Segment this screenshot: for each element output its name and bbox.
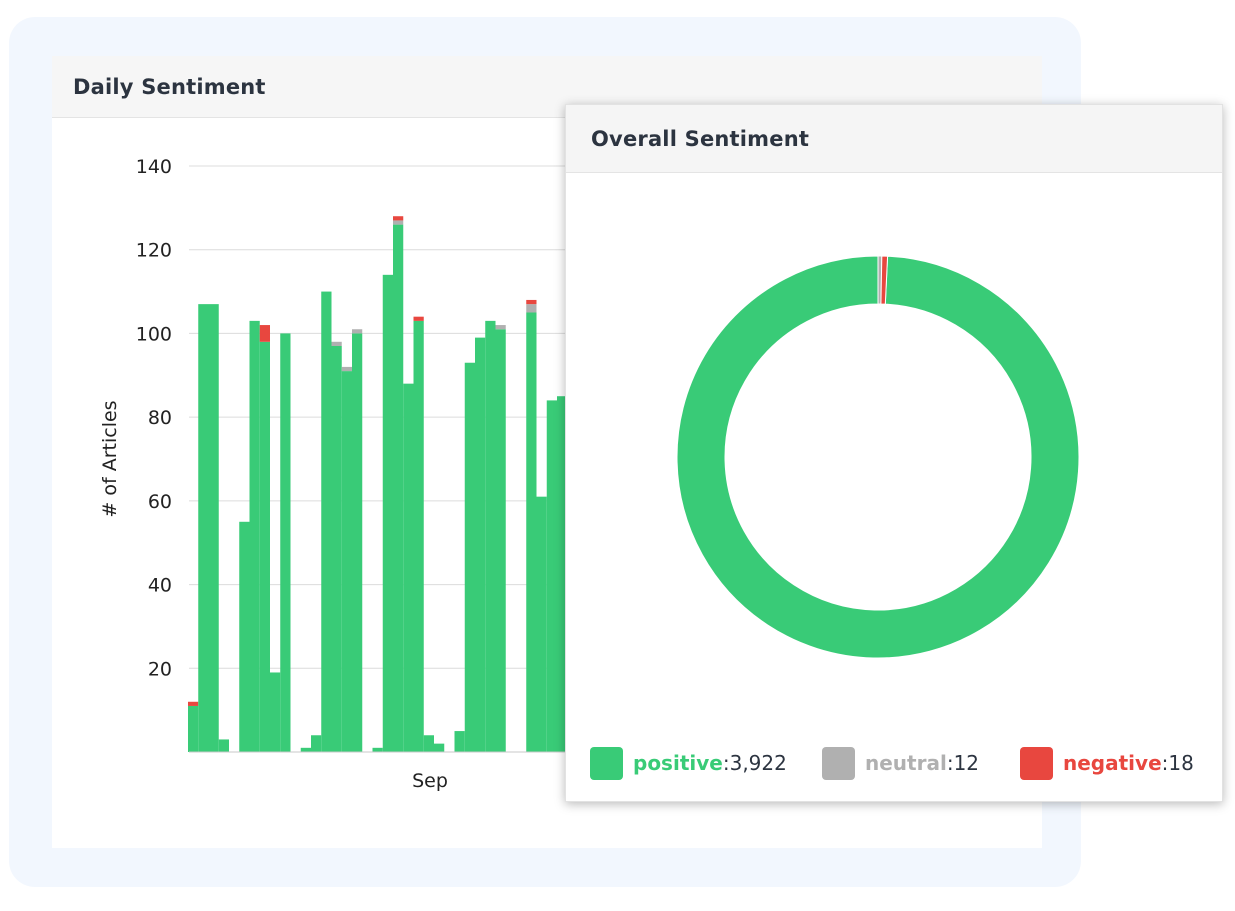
bar-positive[interactable]	[188, 705, 199, 752]
bar-positive[interactable]	[198, 304, 209, 752]
overall-sentiment-title: Overall Sentiment	[591, 126, 810, 151]
y-axis-label: # of Articles	[99, 400, 121, 517]
bar-positive[interactable]	[495, 329, 506, 752]
bar-positive[interactable]	[341, 371, 352, 752]
bar-positive[interactable]	[382, 274, 393, 752]
bar-neutral[interactable]	[341, 366, 352, 372]
bar-positive[interactable]	[239, 521, 250, 752]
legend-label-neutral: neutral	[865, 751, 947, 775]
bar-positive[interactable]	[218, 739, 229, 752]
legend-colon: :	[1161, 751, 1169, 775]
bar-positive[interactable]	[475, 337, 486, 752]
bar-positive[interactable]	[331, 345, 342, 752]
x-axis-label: Sep	[412, 770, 448, 792]
legend-label-positive: positive	[633, 751, 723, 775]
bar-positive[interactable]	[352, 333, 363, 752]
bar-negative[interactable]	[413, 316, 424, 321]
donut-legend: positive: 3,922 neutral: 12 negative: 18	[590, 745, 1200, 781]
bar-positive[interactable]	[423, 735, 434, 752]
bar-neutral[interactable]	[393, 220, 404, 225]
legend-colon: :	[722, 751, 730, 775]
bar-positive[interactable]	[536, 496, 547, 752]
bar-positive[interactable]	[311, 735, 322, 752]
bar-negative[interactable]	[526, 299, 537, 305]
bar-positive[interactable]	[403, 383, 414, 752]
bar-positive[interactable]	[454, 731, 465, 752]
overall-sentiment-donut	[676, 255, 1080, 659]
legend-swatch-positive	[590, 746, 623, 780]
legend-item-positive[interactable]: positive: 3,922	[590, 745, 787, 781]
bar-positive[interactable]	[546, 400, 557, 752]
bar-neutral[interactable]	[352, 329, 363, 334]
overall-sentiment-card: Overall Sentiment positive: 3,922 neutra…	[565, 104, 1223, 802]
bar-positive[interactable]	[249, 320, 260, 752]
legend-swatch-negative	[1020, 746, 1053, 780]
legend-item-negative[interactable]: negative: 18	[1020, 745, 1194, 781]
legend-value-positive: 3,922	[729, 751, 787, 775]
bar-positive[interactable]	[300, 747, 311, 752]
y-tick-label: 20	[148, 658, 172, 680]
donut-slice-negative[interactable]	[880, 255, 889, 305]
bar-positive[interactable]	[270, 672, 281, 752]
y-tick-label: 80	[148, 407, 172, 429]
legend-swatch-neutral	[822, 746, 855, 780]
bar-negative[interactable]	[393, 216, 404, 221]
bar-positive[interactable]	[464, 362, 475, 752]
legend-value-neutral: 12	[953, 751, 980, 775]
bar-positive[interactable]	[280, 333, 291, 752]
bar-neutral[interactable]	[331, 341, 342, 346]
bar-positive[interactable]	[557, 396, 568, 752]
bar-positive[interactable]	[393, 224, 404, 753]
bar-negative[interactable]	[259, 325, 270, 342]
bar-positive[interactable]	[413, 320, 424, 752]
daily-sentiment-title: Daily Sentiment	[73, 74, 266, 99]
y-tick-label: 140	[136, 156, 172, 178]
legend-colon: :	[946, 751, 954, 775]
bar-positive[interactable]	[321, 291, 332, 752]
bar-positive[interactable]	[434, 743, 445, 752]
y-tick-label: 100	[136, 323, 172, 345]
y-tick-label: 60	[148, 491, 172, 513]
overall-sentiment-header: Overall Sentiment	[566, 105, 1222, 173]
legend-item-neutral[interactable]: neutral: 12	[822, 745, 979, 781]
legend-label-negative: negative	[1063, 751, 1162, 775]
bar-neutral[interactable]	[495, 325, 506, 330]
daily-sentiment-chart: 20 40 60 80 100 120 140 # of Articles Sep	[99, 156, 1042, 792]
legend-value-negative: 18	[1168, 751, 1194, 775]
bar-positive[interactable]	[372, 747, 383, 752]
bar-negative[interactable]	[188, 701, 199, 706]
bar-positive[interactable]	[485, 320, 496, 752]
donut-slice-positive[interactable]	[676, 255, 1080, 659]
bar-positive[interactable]	[526, 312, 537, 753]
bar-positive[interactable]	[208, 304, 219, 752]
y-tick-label: 120	[136, 240, 172, 262]
bar-positive[interactable]	[259, 341, 270, 752]
y-tick-label: 40	[148, 575, 172, 597]
bar-neutral[interactable]	[526, 304, 537, 313]
